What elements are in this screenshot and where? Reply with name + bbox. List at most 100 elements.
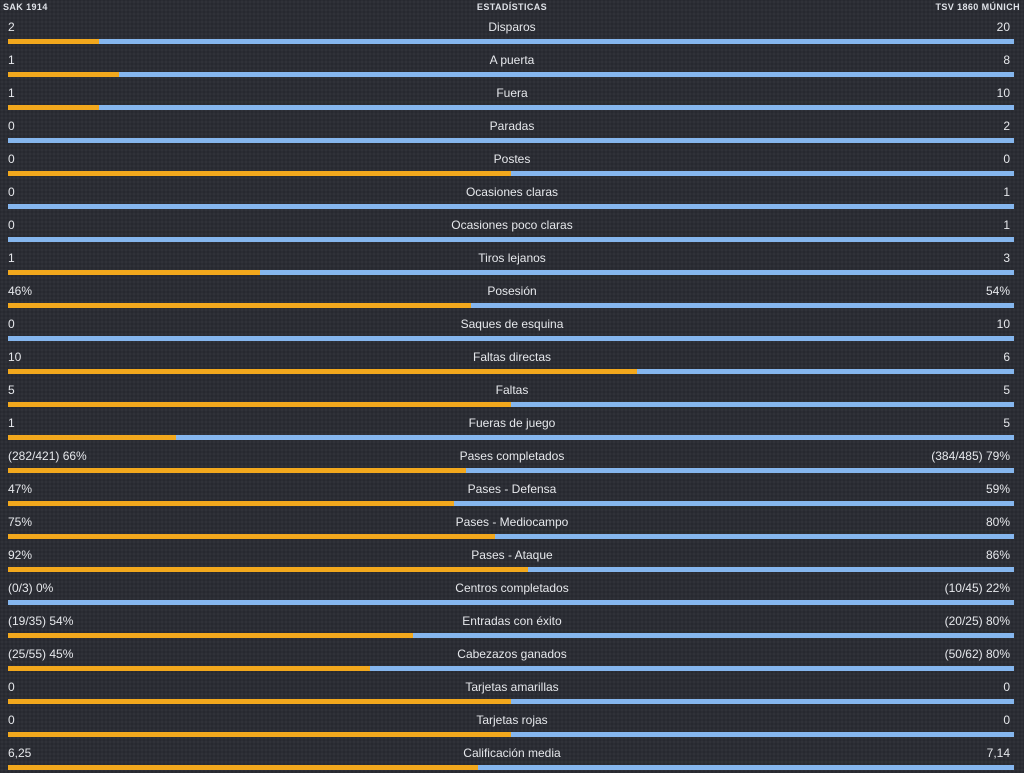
home-share-fill <box>8 765 478 770</box>
stat-row: 1 A puerta 8 <box>0 47 1024 80</box>
stat-label: Calificación media <box>463 746 561 760</box>
home-stat-value: 92% <box>8 548 33 562</box>
stats-header: SAK 1914 ESTADÍSTICAS TSV 1860 MÚNICH <box>0 0 1024 14</box>
stat-label: Pases - Ataque <box>471 548 553 562</box>
stat-row: 1 Fueras de juego 5 <box>0 410 1024 443</box>
away-team-name[interactable]: TSV 1860 MÚNICH <box>935 2 1020 12</box>
away-stat-value: 7,14 <box>986 746 1010 760</box>
comparison-bar <box>8 699 1014 704</box>
away-stat-value: 10 <box>996 317 1010 331</box>
stat-row: 0 Postes 0 <box>0 146 1024 179</box>
home-share-fill <box>8 633 414 638</box>
home-stat-value: (282/421) 66% <box>8 449 87 463</box>
home-stat-value: 0 <box>8 218 15 232</box>
comparison-bar <box>8 666 1014 671</box>
stat-row: 0 Ocasiones poco claras 1 <box>0 212 1024 245</box>
away-stat-value: 8 <box>1003 53 1010 67</box>
stat-label: A puerta <box>489 53 535 67</box>
away-stat-value: 3 <box>1003 251 1010 265</box>
stat-label: Ocasiones claras <box>465 185 559 199</box>
home-share-fill <box>8 501 454 506</box>
home-share-fill <box>8 468 466 473</box>
stat-label: Postes <box>493 152 531 166</box>
home-stat-value: 6,25 <box>8 746 32 760</box>
home-stat-value: 1 <box>8 86 15 100</box>
comparison-bar <box>8 567 1014 572</box>
home-stat-value: 2 <box>8 20 15 34</box>
home-share-fill <box>8 666 371 671</box>
stat-row: 1 Tiros lejanos 3 <box>0 245 1024 278</box>
away-stat-value: 10 <box>996 86 1010 100</box>
home-stat-value: (0/3) 0% <box>8 581 54 595</box>
away-stat-value: 20 <box>996 20 1010 34</box>
home-share-fill <box>8 732 511 737</box>
home-stat-value: 0 <box>8 152 15 166</box>
away-stat-value: 86% <box>985 548 1010 562</box>
stat-row: 2 Disparos 20 <box>0 14 1024 47</box>
stat-row: 0 Tarjetas amarillas 0 <box>0 674 1024 707</box>
away-stat-value: 0 <box>1003 713 1010 727</box>
comparison-bar <box>8 369 1014 374</box>
stat-row: 46% Posesión 54% <box>0 278 1024 311</box>
away-stat-value: 2 <box>1003 119 1010 133</box>
home-stat-value: 0 <box>8 713 15 727</box>
comparison-bar <box>8 336 1014 341</box>
stat-row: (0/3) 0% Centros completados (10/45) 22% <box>0 575 1024 608</box>
comparison-bar <box>8 600 1014 605</box>
home-share-fill <box>8 39 99 44</box>
away-stat-value: 59% <box>985 482 1010 496</box>
stat-row: 0 Paradas 2 <box>0 113 1024 146</box>
away-stat-value: 1 <box>1003 218 1010 232</box>
comparison-bar <box>8 468 1014 473</box>
stat-label: Cabezazos ganados <box>457 647 567 661</box>
home-stat-value: 47% <box>8 482 33 496</box>
stat-label: Saques de esquina <box>460 317 564 331</box>
home-stat-value: 0 <box>8 680 15 694</box>
stat-row: (25/55) 45% Cabezazos ganados (50/62) 80% <box>0 641 1024 674</box>
comparison-bar <box>8 72 1014 77</box>
comparison-bar <box>8 105 1014 110</box>
stat-row: (282/421) 66% Pases completados (384/485) … <box>0 443 1024 476</box>
stat-label: Disparos <box>488 20 536 34</box>
stat-row: 75% Pases - Mediocampo 80% <box>0 509 1024 542</box>
stat-row: 0 Tarjetas rojas 0 <box>0 707 1024 740</box>
stat-row: 92% Pases - Ataque 86% <box>0 542 1024 575</box>
away-stat-value: (384/485) 79% <box>931 449 1010 463</box>
home-stat-value: 0 <box>8 185 15 199</box>
away-stat-value: 5 <box>1003 416 1010 430</box>
comparison-bar <box>8 534 1014 539</box>
home-share-fill <box>8 171 511 176</box>
home-stat-value: 0 <box>8 317 15 331</box>
stat-row: 6,25 Calificación media 7,14 <box>0 740 1024 773</box>
home-share-fill <box>8 72 119 77</box>
away-stat-value: 5 <box>1003 383 1010 397</box>
home-share-fill <box>8 270 260 275</box>
comparison-bar <box>8 765 1014 770</box>
stat-label: Entradas con éxito <box>462 614 562 628</box>
home-stat-value: 5 <box>8 383 15 397</box>
stat-label: Paradas <box>489 119 535 133</box>
stat-label: Pases - Mediocampo <box>455 515 569 529</box>
comparison-bar <box>8 501 1014 506</box>
away-stat-value: 0 <box>1003 680 1010 694</box>
home-stat-value: 0 <box>8 119 15 133</box>
stat-label: Centros completados <box>455 581 569 595</box>
stat-label: Tiros lejanos <box>478 251 546 265</box>
stats-title: ESTADÍSTICAS <box>476 2 548 12</box>
home-stat-value: 46% <box>8 284 33 298</box>
stat-label: Tarjetas rojas <box>476 713 548 727</box>
away-stat-value: 0 <box>1003 152 1010 166</box>
away-stat-value: 54% <box>985 284 1010 298</box>
away-stat-value: (10/45) 22% <box>944 581 1010 595</box>
home-share-fill <box>8 105 99 110</box>
away-stat-value: 6 <box>1003 350 1010 364</box>
stat-label: Fuera <box>496 86 528 100</box>
home-share-fill <box>8 402 511 407</box>
stats-list: 2 Disparos 20 1 A puerta 8 1 Fuera 10 0 Paradas 2 0 P… <box>0 14 1024 773</box>
away-stat-value: (50/62) 80% <box>944 647 1010 661</box>
stat-label: Faltas directas <box>472 350 552 364</box>
home-stat-value: 1 <box>8 251 15 265</box>
stat-row: 10 Faltas directas 6 <box>0 344 1024 377</box>
stat-label: Posesión <box>487 284 537 298</box>
home-team-name[interactable]: SAK 1914 <box>3 2 48 12</box>
